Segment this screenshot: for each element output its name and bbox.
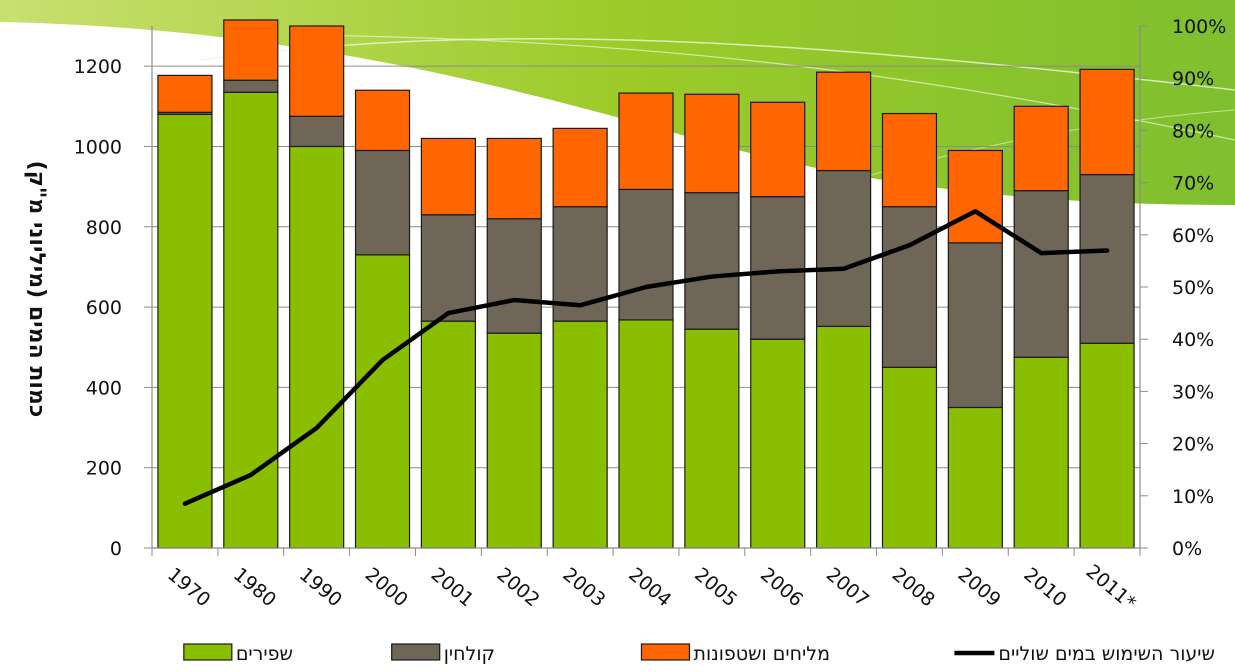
bar-segment-3 bbox=[881, 112, 938, 208]
legend-label-3: קולחין bbox=[444, 643, 495, 665]
x-tick-label: 1980 bbox=[229, 563, 280, 611]
bar-segment-1 bbox=[750, 338, 806, 549]
x-tick-label: 2010 bbox=[1019, 563, 1070, 611]
bar-segment-3 bbox=[1079, 68, 1135, 176]
bar-segment-1 bbox=[486, 332, 542, 549]
bar-segment-1 bbox=[881, 366, 938, 549]
bar-segment-2 bbox=[289, 115, 345, 148]
bar-segment-1 bbox=[1013, 356, 1069, 549]
bars bbox=[157, 19, 1135, 549]
y2-tick-label: 10% bbox=[1172, 486, 1214, 508]
x-tick-label: 1970 bbox=[163, 563, 214, 611]
y2-tick-label: 40% bbox=[1172, 329, 1214, 351]
y-axis-title: כמות המים (מיליוני מ"ק) bbox=[24, 161, 49, 418]
x-tick-label: 2003 bbox=[558, 563, 609, 611]
bar-segment-3 bbox=[684, 93, 740, 194]
y2-tick-label: 60% bbox=[1172, 225, 1214, 247]
bar-segment-3 bbox=[420, 137, 476, 216]
line-series bbox=[182, 209, 1110, 506]
y2-tick-label: 30% bbox=[1172, 381, 1214, 403]
bar-segment-2 bbox=[618, 188, 674, 321]
bar-segment-2 bbox=[1079, 173, 1135, 344]
y2-tick-label: 100% bbox=[1172, 16, 1226, 38]
bar-segment-3 bbox=[947, 149, 1003, 244]
bar-segment-3 bbox=[223, 19, 279, 81]
y-tick-label: 200 bbox=[86, 458, 122, 480]
marginal-water-line bbox=[182, 209, 1110, 506]
bar-segment-2 bbox=[354, 149, 411, 256]
y2-tick-label: 20% bbox=[1172, 434, 1214, 456]
bar-segment-2 bbox=[750, 196, 806, 340]
legend-label-1: שיעור השימוש במים שוליים bbox=[998, 643, 1215, 665]
y2-tick-label: 50% bbox=[1172, 277, 1214, 299]
x-tick-label: 2008 bbox=[888, 563, 939, 611]
bar-segment-3 bbox=[289, 25, 345, 117]
y-tick-label: 400 bbox=[86, 377, 122, 399]
bar-segment-1 bbox=[684, 328, 740, 549]
axes bbox=[144, 25, 1148, 556]
x-tick-label: 2004 bbox=[624, 563, 675, 611]
x-tick-label: 2006 bbox=[756, 563, 807, 611]
x-tick-label: 2001 bbox=[427, 563, 478, 611]
y-tick-label: 800 bbox=[86, 217, 122, 239]
bar-segment-3 bbox=[486, 137, 542, 220]
y-tick-label: 1200 bbox=[74, 56, 122, 78]
bar-segment-1 bbox=[420, 320, 476, 549]
bar-segment-2 bbox=[881, 206, 938, 368]
y2-tick-label: 80% bbox=[1172, 120, 1214, 142]
bar-segment-3 bbox=[618, 92, 674, 191]
y-tick-label: 600 bbox=[86, 297, 122, 319]
bar-segment-3 bbox=[815, 71, 872, 172]
bar-segment-3 bbox=[354, 89, 411, 152]
bar-segment-3 bbox=[552, 127, 608, 208]
bar-segment-2 bbox=[684, 192, 740, 330]
legend-label-2: מליחים ושטפונות bbox=[693, 643, 830, 665]
x-tick-label: 2000 bbox=[361, 563, 412, 611]
y2-tick-label: 0% bbox=[1172, 538, 1202, 560]
bar-segment-1 bbox=[618, 319, 674, 549]
y2-tick-label: 70% bbox=[1172, 173, 1214, 195]
legend-swatch-2 bbox=[640, 643, 691, 661]
x-tick-label: 1990 bbox=[295, 563, 346, 611]
legend-swatch-3 bbox=[391, 643, 441, 661]
y-tick-label: 0 bbox=[110, 538, 122, 560]
y-tick-label: 1000 bbox=[74, 136, 122, 158]
bar-segment-1 bbox=[289, 145, 345, 549]
bar-segment-3 bbox=[750, 101, 806, 198]
bar-segment-2 bbox=[947, 242, 1003, 409]
y2-tick-label: 90% bbox=[1172, 68, 1214, 90]
legend: שיעור השימוש במים שוליים מליחים ושטפונות ק… bbox=[183, 643, 1215, 665]
x-tick-label: 2011* bbox=[1082, 560, 1140, 614]
x-tick-label: 2002 bbox=[493, 563, 544, 611]
bar-segment-1 bbox=[947, 406, 1003, 549]
x-tick-label: 2009 bbox=[954, 563, 1005, 611]
bar-segment-2 bbox=[815, 169, 872, 327]
bar-segment-3 bbox=[1013, 105, 1069, 192]
bar-segment-2 bbox=[420, 214, 476, 322]
bar-segment-2 bbox=[223, 79, 279, 93]
bar-segment-1 bbox=[354, 254, 411, 549]
bar-segment-1 bbox=[223, 91, 279, 549]
x-tick-label: 2005 bbox=[690, 563, 741, 611]
bar-segment-1 bbox=[552, 320, 608, 549]
bar-segment-1 bbox=[1079, 342, 1135, 549]
bar-segment-1 bbox=[815, 325, 872, 549]
legend-label-4: שפירים bbox=[236, 643, 293, 665]
bar-segment-2 bbox=[486, 218, 542, 334]
bar-segment-2 bbox=[1013, 190, 1069, 358]
x-tick-label: 2007 bbox=[822, 563, 873, 611]
bar-segment-3 bbox=[157, 74, 213, 113]
legend-swatch-4 bbox=[183, 643, 233, 661]
bar-segment-1 bbox=[157, 113, 213, 549]
